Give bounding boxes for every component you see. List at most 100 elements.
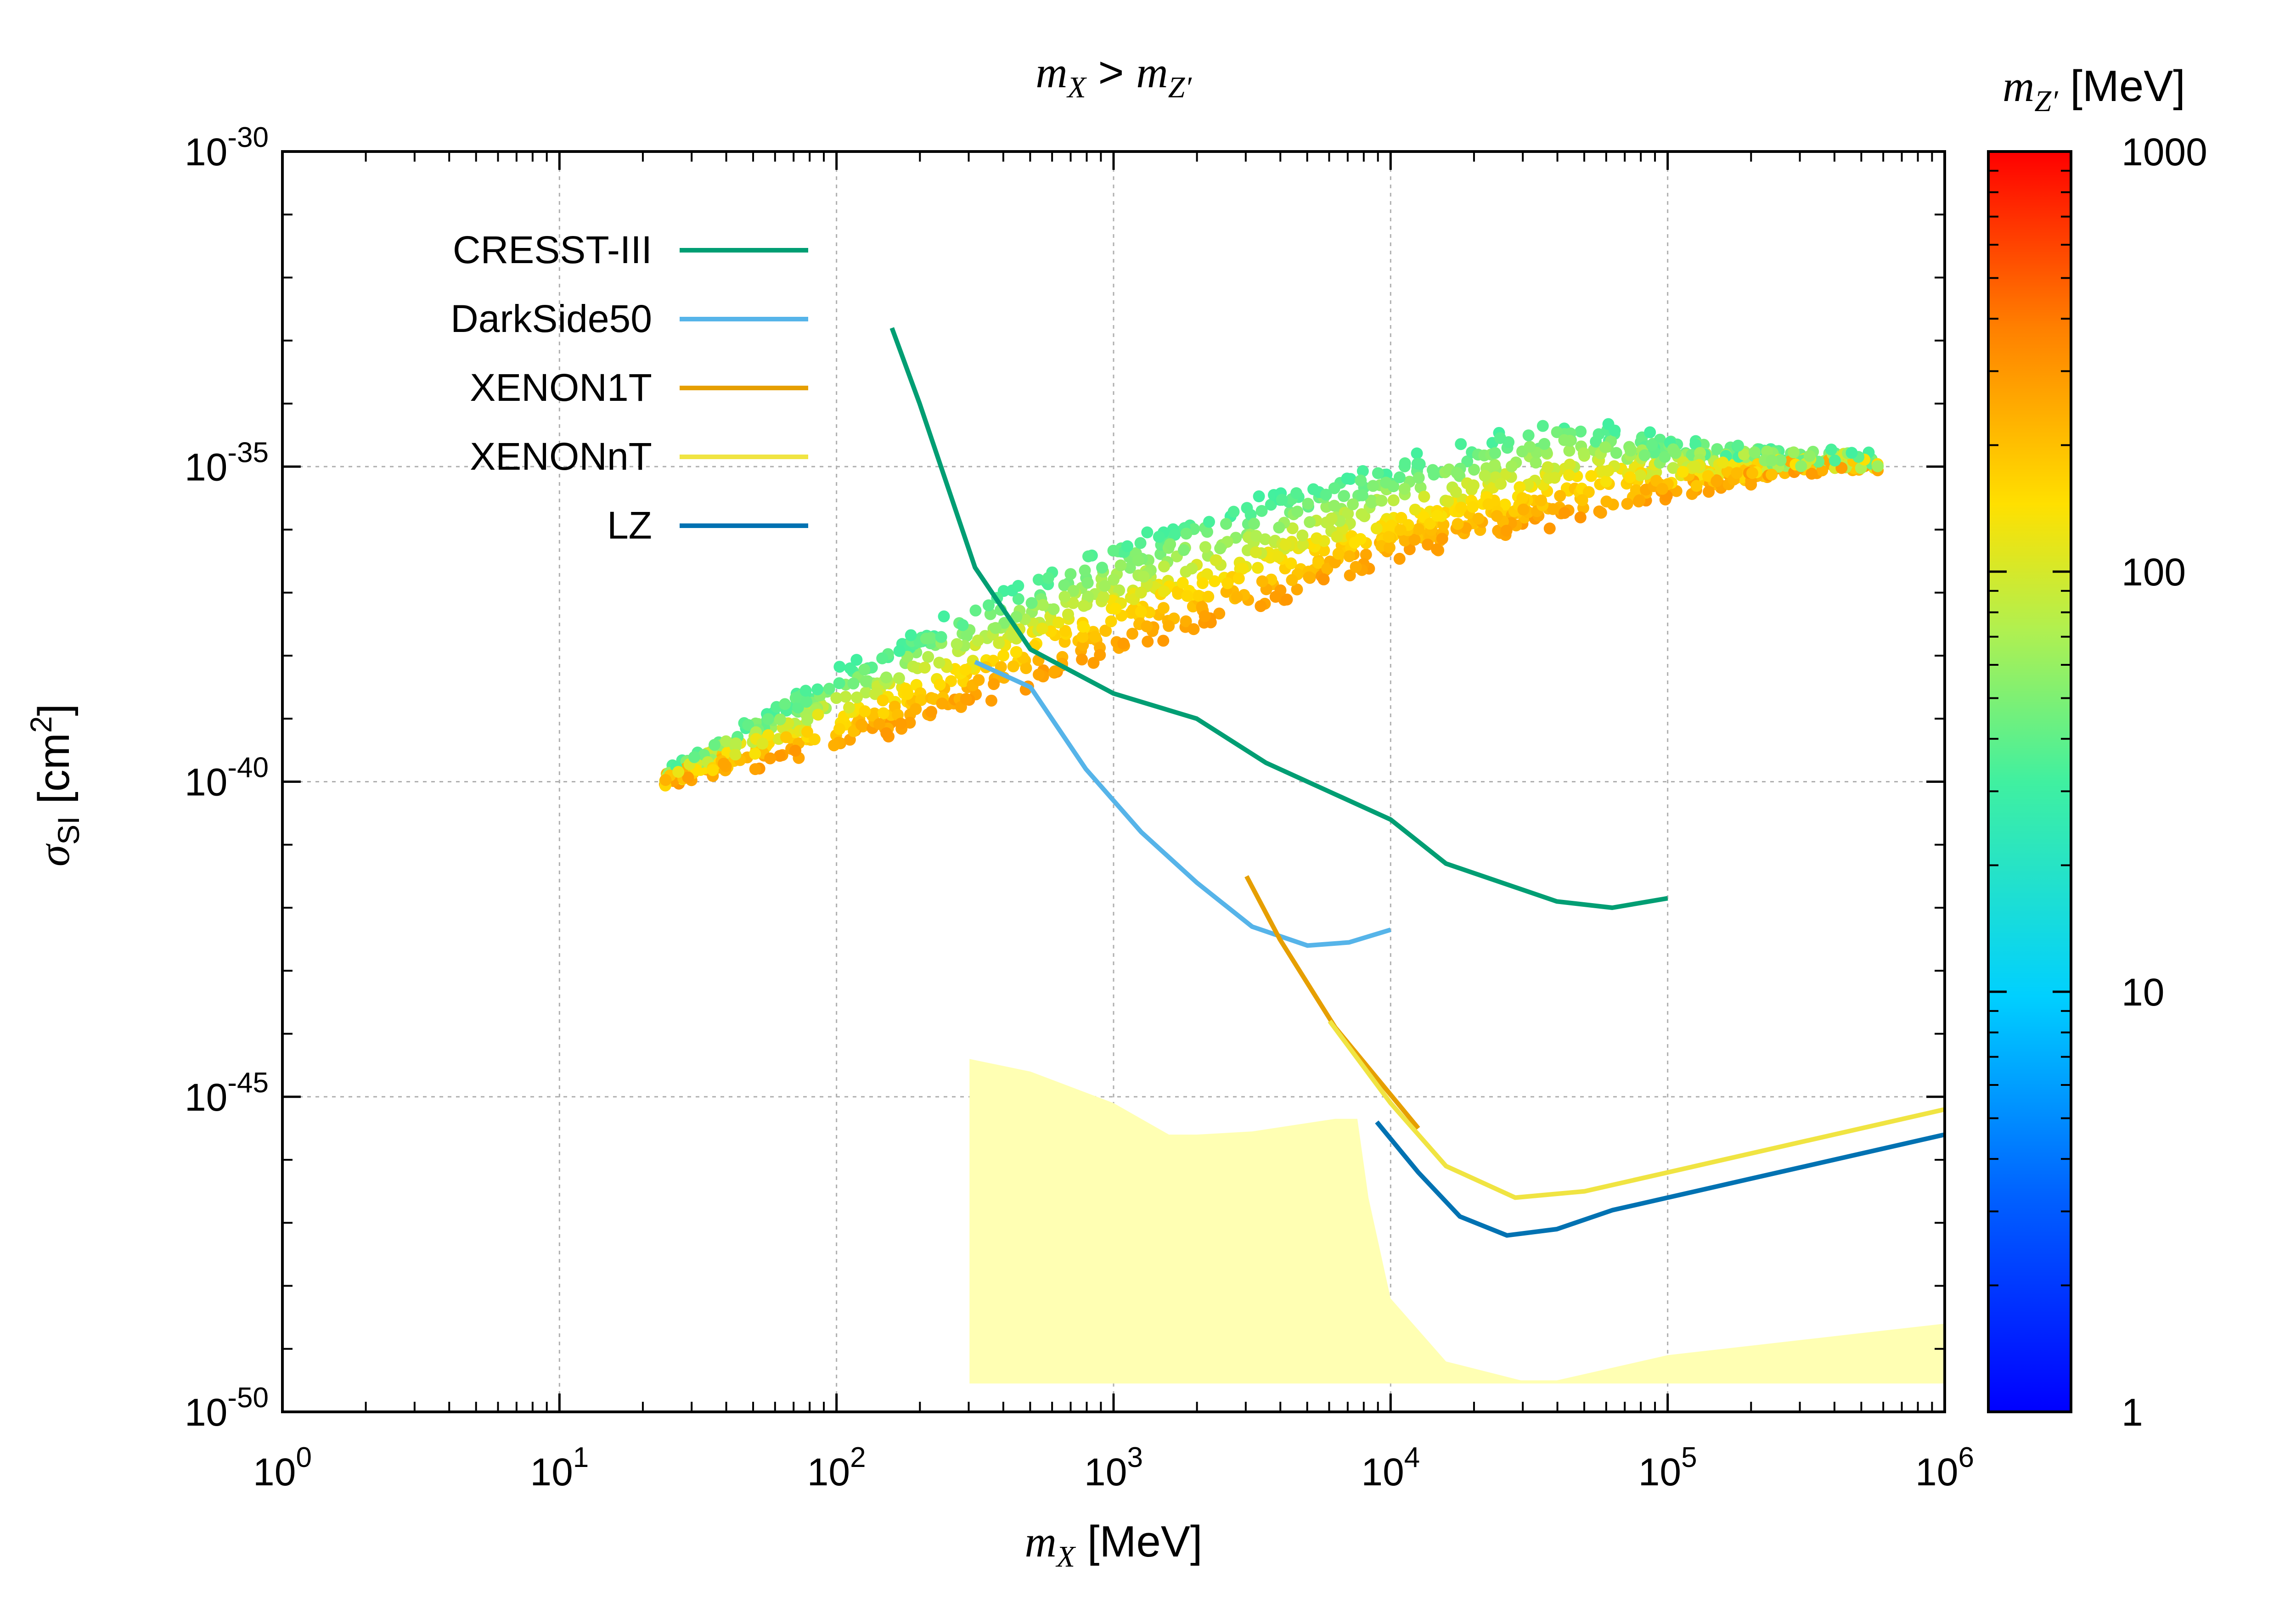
scatter-point <box>1302 498 1314 510</box>
scatter-point <box>1134 537 1147 549</box>
scatter-point <box>1210 554 1222 567</box>
scatter-point <box>1600 475 1612 488</box>
scatter-point <box>1494 432 1506 444</box>
scatter-point <box>1393 471 1406 483</box>
scatter-point <box>1157 602 1170 614</box>
scatter-point <box>1291 583 1303 596</box>
scatter-point <box>729 748 742 761</box>
scatter-point <box>1749 446 1761 459</box>
scatter-point <box>1059 624 1071 637</box>
scatter-point <box>1037 599 1049 611</box>
scatter-point <box>1829 455 1841 467</box>
colorbar-tick-label: 10 <box>2122 971 2164 1014</box>
scatter-point <box>1347 498 1359 511</box>
scatter-point <box>1563 444 1576 457</box>
scatter-point <box>1582 486 1595 498</box>
scatter-point <box>973 674 985 686</box>
scatter-point <box>1644 426 1656 438</box>
colorbar-title: mZ′ [MeV] <box>2003 62 2185 118</box>
scatter-point <box>1356 489 1368 501</box>
scatter-point <box>1164 538 1176 551</box>
scatter-point <box>1098 580 1111 592</box>
scatter-point <box>1158 585 1170 597</box>
scatter-point <box>1795 460 1807 472</box>
scatter-point <box>1716 456 1729 469</box>
scatter-point <box>1221 577 1234 590</box>
scatter-point <box>1109 602 1122 615</box>
y-tick-label: 10-50 <box>185 1382 269 1434</box>
scatter-point <box>1451 466 1463 479</box>
scatter-point <box>1290 487 1303 500</box>
scatter-point <box>1076 653 1088 666</box>
scatter-point <box>1766 468 1778 481</box>
scatter-point <box>959 663 972 676</box>
scatter-point <box>1411 457 1424 470</box>
scatter-point <box>1659 451 1671 463</box>
scatter-point <box>901 688 914 700</box>
colorbar-ticks: 1 10 100 1000 <box>1988 130 2207 1434</box>
scatter-point <box>730 737 742 750</box>
scatter-point <box>1499 468 1511 480</box>
scatter-point <box>859 705 871 718</box>
scatter-point <box>1297 538 1309 551</box>
scatter-point <box>1126 628 1138 640</box>
scatter-point <box>860 675 872 688</box>
scatter-point <box>1281 593 1293 606</box>
scatter-point <box>1360 548 1372 561</box>
scatter-point <box>1249 546 1262 558</box>
scatter-point <box>1530 456 1542 469</box>
scatter-point <box>1296 529 1309 542</box>
scatter-point <box>1688 460 1701 472</box>
y-tick-label: 10-40 <box>185 752 269 804</box>
scatter-point <box>1176 577 1189 589</box>
scatter-point <box>1328 500 1340 512</box>
scatter-point <box>1383 531 1395 543</box>
legend-label: CRESST-III <box>453 228 652 271</box>
scatter-point <box>1489 447 1501 459</box>
scatter-point <box>951 638 963 650</box>
scatter-point <box>1311 532 1323 545</box>
scatter-point <box>659 774 672 786</box>
scatter-point <box>1455 501 1467 514</box>
scatter-point <box>1344 569 1356 582</box>
scatter-point <box>1495 478 1507 490</box>
scatter-point <box>1180 528 1193 540</box>
x-tick-labels: 100 101 102 103 104 105 106 <box>253 1442 1974 1494</box>
scatter-point <box>1180 615 1192 628</box>
colorbar <box>1988 152 2071 1412</box>
scatter-point <box>1201 568 1213 580</box>
scatter-point <box>1253 490 1265 503</box>
scatter-point <box>1370 522 1383 534</box>
scatter-point <box>742 719 754 731</box>
y-tick-labels: 10-30 10-35 10-40 10-45 10-50 <box>185 122 269 1434</box>
scatter-point <box>876 652 889 664</box>
scatter-point <box>1317 573 1330 585</box>
scatter-point <box>904 716 916 729</box>
scatter-point <box>839 691 852 703</box>
scatter-point <box>1052 616 1064 629</box>
scatter-point <box>1036 622 1048 635</box>
scatter-point <box>1428 468 1440 481</box>
scatter-point <box>1142 635 1154 648</box>
x-tick-label: 106 <box>1915 1442 1974 1494</box>
scatter-point <box>1342 507 1354 520</box>
limit-curve-xenon1t <box>1244 875 1420 1130</box>
scatter-point <box>1332 547 1345 560</box>
scatter-point <box>774 713 786 725</box>
scatter-point <box>922 651 934 663</box>
scatter-point <box>989 622 1002 634</box>
scatter-point <box>877 707 889 719</box>
scatter-point <box>984 608 996 620</box>
scatter-point <box>1007 660 1019 673</box>
scatter-point <box>936 697 948 710</box>
scatter-point <box>988 678 1000 690</box>
scatter-point <box>1500 524 1513 537</box>
scatter-point <box>1366 496 1378 509</box>
scatter-point <box>1135 606 1147 618</box>
scatter-point <box>1667 462 1679 474</box>
scatter-point <box>1199 541 1211 553</box>
scatter-point <box>1558 434 1570 446</box>
scatter-point <box>1079 564 1091 577</box>
scatter-point <box>1349 536 1361 549</box>
scatter-point <box>720 735 732 747</box>
